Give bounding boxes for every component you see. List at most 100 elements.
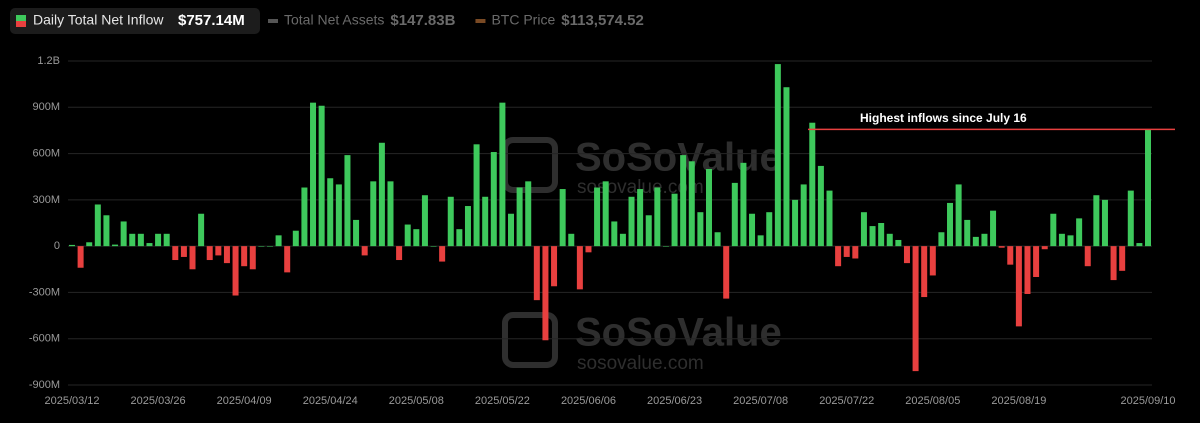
bar <box>1050 213 1057 247</box>
y-tick-label: -900M <box>29 379 60 391</box>
bar <box>783 87 790 247</box>
bar <box>852 246 859 259</box>
bar <box>508 213 515 247</box>
x-tick-label: 2025/08/05 <box>905 395 960 407</box>
bar <box>525 181 532 247</box>
bar <box>723 246 730 299</box>
bar <box>955 184 962 247</box>
bar <box>258 246 265 247</box>
bar <box>447 196 454 247</box>
legend-pill[interactable] <box>10 8 260 34</box>
bar <box>611 221 618 247</box>
bar <box>137 233 144 247</box>
bar <box>516 187 523 247</box>
bar <box>1136 243 1143 247</box>
bar <box>594 187 601 247</box>
bar <box>654 187 661 247</box>
y-tick-label: 1.2B <box>37 55 60 67</box>
bar <box>421 195 428 247</box>
bar <box>1015 246 1022 327</box>
y-tick-label: 0 <box>54 240 60 252</box>
bar <box>878 223 885 247</box>
bar <box>637 189 644 247</box>
bar <box>602 181 609 247</box>
bar <box>180 246 187 257</box>
bar <box>155 233 162 247</box>
legend-value: $757.14M <box>178 12 245 29</box>
legend-label[interactable]: BTC Price <box>491 12 555 28</box>
bar <box>335 184 342 247</box>
bar <box>353 219 360 247</box>
legend-icon <box>268 19 278 23</box>
bar <box>714 232 721 247</box>
bar <box>981 233 988 247</box>
bar <box>929 246 936 276</box>
bar <box>456 229 463 247</box>
bar <box>1119 246 1126 271</box>
legend-value: $113,574.52 <box>561 12 644 29</box>
bar <box>387 181 394 247</box>
bar <box>292 230 299 247</box>
x-tick-label: 2025/07/22 <box>819 395 874 407</box>
legend-value: $147.83B <box>390 12 455 29</box>
bar <box>189 246 196 270</box>
bar <box>318 105 325 247</box>
bar <box>361 246 368 256</box>
bar <box>826 190 833 247</box>
bar <box>112 244 119 247</box>
bar <box>576 246 583 290</box>
x-tick-label: 2025/04/09 <box>217 395 272 407</box>
bar <box>817 165 824 247</box>
bar <box>800 184 807 247</box>
bar <box>1127 190 1134 247</box>
bar <box>284 246 291 273</box>
bar <box>533 246 540 301</box>
bar <box>430 246 437 247</box>
bar <box>809 122 816 247</box>
y-tick-label: 600M <box>32 147 60 159</box>
bar <box>869 226 876 247</box>
bar <box>912 246 919 372</box>
bar <box>1110 246 1117 281</box>
x-tick-label: 2025/04/24 <box>303 395 358 407</box>
bar <box>439 246 446 262</box>
bar <box>921 246 928 298</box>
annotation: Highest inflows since July 16 <box>860 111 1027 125</box>
bar <box>1058 233 1065 247</box>
bar <box>223 246 230 264</box>
bar <box>172 246 179 261</box>
bar <box>206 246 213 261</box>
bar <box>1076 218 1083 247</box>
legend-label[interactable]: Total Net Assets <box>284 12 384 28</box>
bar <box>671 193 678 247</box>
bar <box>499 102 506 247</box>
bar <box>903 246 910 264</box>
bar <box>568 233 575 247</box>
bar <box>662 246 669 247</box>
bar <box>843 246 850 257</box>
bar <box>731 182 738 247</box>
bar <box>266 246 273 247</box>
bar <box>619 233 626 247</box>
x-tick-label: 2025/09/10 <box>1120 395 1175 407</box>
bar <box>972 236 979 247</box>
bar <box>129 233 136 247</box>
bar <box>886 233 893 247</box>
bar <box>585 246 592 253</box>
legend-label[interactable]: Daily Total Net Inflow <box>33 12 164 28</box>
bar <box>705 169 712 247</box>
watermark-logo <box>502 312 558 368</box>
bar <box>94 204 101 247</box>
bar <box>86 242 93 247</box>
bar <box>241 246 248 267</box>
watermark: SoSoValue <box>575 311 782 355</box>
bar <box>1101 199 1108 247</box>
y-tick-label: 300M <box>32 194 60 206</box>
x-tick-label: 2025/08/19 <box>991 395 1046 407</box>
y-tick-label: 900M <box>32 101 60 113</box>
bar <box>310 102 317 247</box>
bar <box>413 229 420 247</box>
x-tick-label: 2025/03/26 <box>131 395 186 407</box>
bar <box>473 144 480 247</box>
